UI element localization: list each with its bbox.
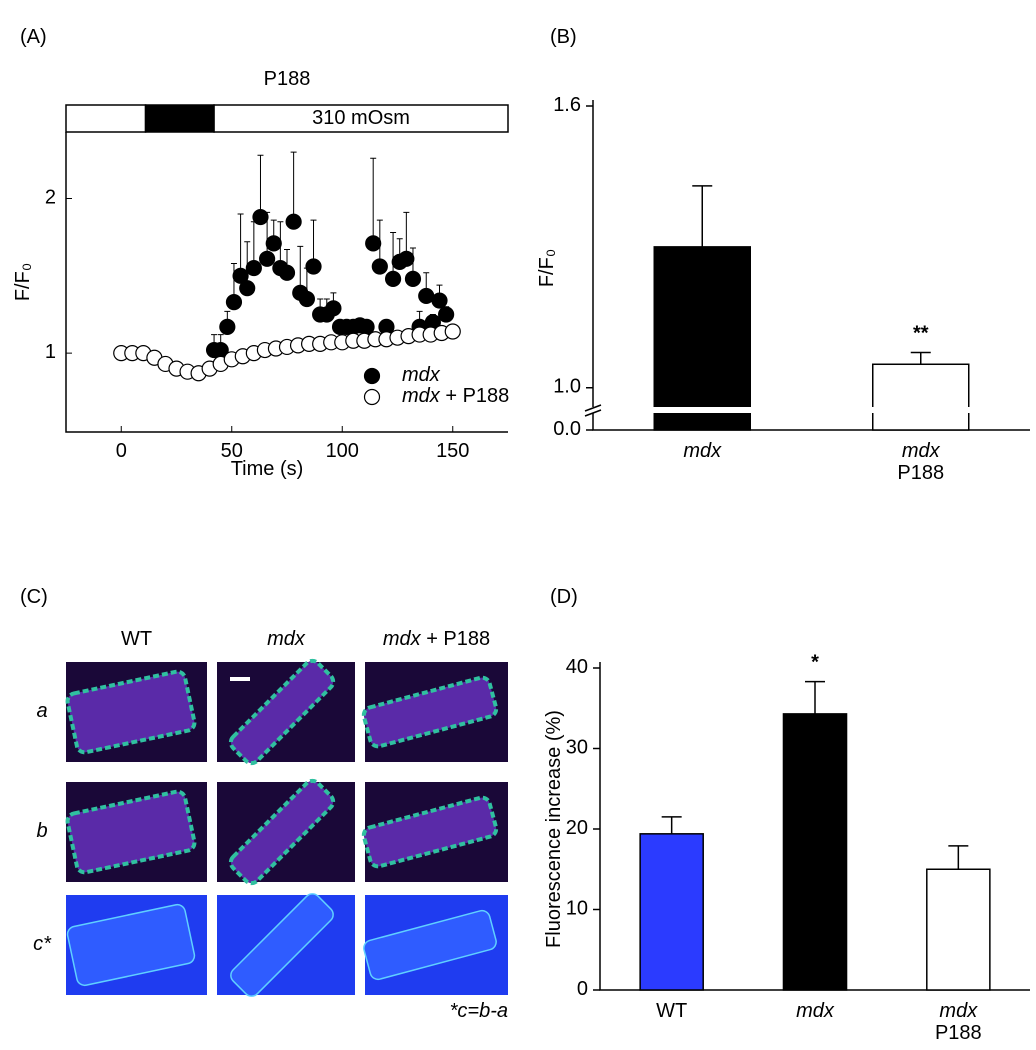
data-point	[371, 258, 388, 275]
cell-outline	[65, 789, 197, 875]
x-tick-label: mdx	[902, 440, 941, 462]
x-tick-label: P188	[935, 1022, 982, 1044]
error-bar	[661, 816, 682, 834]
cell-outline	[228, 658, 336, 766]
x-tick-label: mdx	[939, 1000, 978, 1022]
cell-outline	[228, 778, 336, 886]
y-tick-label: 1	[45, 341, 56, 363]
y-tick-label: 40	[566, 656, 588, 678]
y-tick-label: 0	[577, 978, 588, 1000]
error-bar	[237, 213, 244, 276]
data-point	[225, 294, 243, 311]
error-bar	[910, 351, 931, 365]
x-tick-label: 50	[221, 440, 243, 462]
data-point	[252, 208, 269, 226]
data-point	[398, 250, 415, 267]
column-header: WT	[121, 628, 152, 650]
y-tick-label: 1.6	[553, 94, 581, 116]
bar	[782, 713, 848, 991]
legend-marker	[363, 388, 381, 406]
error-bar	[805, 680, 825, 714]
data-point	[298, 290, 315, 308]
stimulus-segment	[213, 104, 509, 133]
column-header: mdx + P188	[383, 628, 490, 650]
legend-label: mdx	[402, 364, 441, 386]
cell-outline	[363, 909, 497, 981]
y-tick-label: 10	[566, 898, 588, 920]
y-tick-label: 1.0	[553, 376, 581, 398]
panel-label: (A)	[20, 26, 47, 48]
error-bar	[948, 845, 969, 870]
legend-label: mdx + P188	[402, 385, 509, 407]
y-axis-label: Fluorescence increase (%)	[543, 710, 565, 948]
cell-outline	[361, 675, 499, 749]
data-point	[431, 292, 448, 309]
significance: **	[913, 323, 929, 345]
bar	[653, 246, 751, 431]
error-bar	[257, 154, 264, 218]
data-point	[232, 267, 249, 284]
y-tick-label: 2	[45, 187, 56, 209]
cell-outline	[65, 669, 197, 755]
bar	[639, 833, 704, 991]
x-tick-label: WT	[656, 1000, 687, 1022]
data-point	[265, 235, 282, 252]
data-point	[245, 259, 262, 277]
row-label: c*	[33, 933, 52, 955]
data-point	[278, 264, 296, 281]
y-axis-label: F/F₀	[12, 263, 34, 301]
significance: *	[811, 652, 819, 674]
stimulus-label: 170	[163, 107, 196, 129]
x-tick-label: 100	[326, 440, 359, 462]
legend-marker	[363, 367, 381, 385]
cell-outline	[361, 795, 499, 869]
x-tick-label: mdx	[796, 1000, 835, 1022]
footnote: *c=b-a	[450, 1000, 508, 1022]
error-bar	[370, 157, 377, 244]
data-point	[219, 318, 236, 335]
y-tick-label: 0.0	[553, 418, 581, 440]
y-tick-label: 20	[566, 817, 588, 839]
scale-bar	[230, 677, 250, 681]
bar	[872, 363, 970, 431]
cell-outline	[230, 893, 334, 997]
data-point	[444, 323, 461, 340]
stimulus-label: 310 mOsm	[312, 107, 410, 129]
panel-label: (C)	[20, 586, 48, 608]
data-point	[404, 270, 422, 288]
data-point	[259, 250, 276, 267]
panel-label: (D)	[550, 586, 578, 608]
x-axis-label: Time (s)	[231, 458, 304, 480]
x-tick-label: P188	[897, 462, 944, 484]
stimulus-title: P188	[264, 68, 311, 90]
axis-line	[65, 132, 508, 433]
data-point	[438, 306, 455, 323]
y-axis-label: F/F₀	[536, 249, 558, 287]
data-point	[285, 213, 302, 230]
row-label: b	[36, 820, 47, 842]
axis-break-mark	[584, 404, 602, 417]
x-tick-label: 150	[436, 440, 469, 462]
cell-outline	[66, 903, 196, 987]
panel-label: (B)	[550, 26, 577, 48]
error-bar	[290, 151, 297, 222]
x-tick-label: mdx	[683, 440, 722, 462]
data-point	[305, 258, 322, 275]
column-header: mdx	[267, 628, 306, 650]
data-point	[239, 280, 256, 297]
data-point	[365, 235, 382, 252]
row-label: a	[36, 700, 47, 722]
data-point	[325, 300, 342, 317]
error-bar	[692, 185, 713, 247]
x-tick-label: 0	[116, 440, 127, 462]
y-tick-label: 30	[566, 737, 588, 759]
stimulus-segment	[65, 104, 147, 133]
bar	[926, 868, 991, 991]
data-point	[384, 270, 402, 288]
axis-break-gap	[583, 407, 1020, 413]
